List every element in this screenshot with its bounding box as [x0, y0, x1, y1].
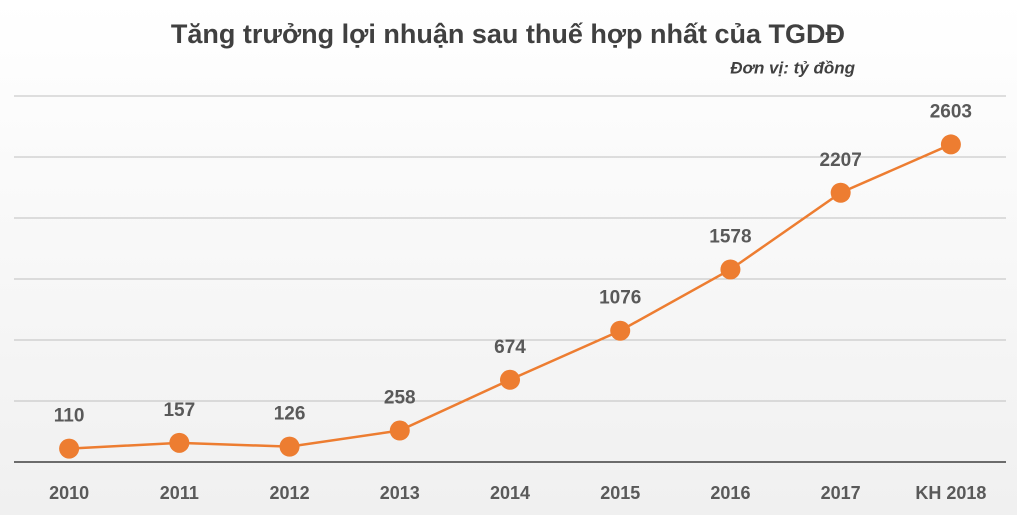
- point: [169, 432, 190, 453]
- x-tick-label: 2013: [380, 483, 420, 503]
- point: [59, 438, 80, 459]
- x-tick-label: 2010: [49, 483, 89, 503]
- x-tick-label: 2011: [160, 483, 199, 503]
- data-label: 2207: [820, 150, 862, 171]
- point: [610, 320, 631, 341]
- point: [389, 420, 410, 441]
- x-tick-label: 2012: [270, 483, 310, 503]
- data-label: 2603: [930, 101, 972, 122]
- x-tick-label: 2015: [600, 483, 640, 503]
- x-tick-label: 2014: [490, 483, 530, 503]
- point: [830, 182, 851, 203]
- data-label: 1076: [599, 288, 641, 309]
- data-label: 110: [54, 406, 85, 427]
- chart-title: Tăng trưởng lợi nhuận sau thuế hợp nhất …: [171, 19, 845, 49]
- x-tick-label: 2017: [821, 483, 861, 503]
- data-label: 258: [384, 388, 416, 409]
- chart-subtitle: Đơn vị: tỷ đồng: [730, 58, 855, 77]
- data-label: 126: [274, 404, 306, 425]
- plot-area: 2010 2011 2012 2013 2014 2015 2016 2017 KH 2018 1…: [14, 95, 1006, 503]
- point: [279, 436, 300, 457]
- point: [940, 134, 961, 155]
- data-label: 674: [494, 337, 526, 358]
- point: [720, 259, 741, 280]
- x-tick-label: KH 2018: [915, 483, 986, 503]
- x-tick-label: 2016: [710, 483, 750, 503]
- point: [500, 369, 520, 390]
- data-label: 1578: [709, 226, 751, 247]
- data-label: 157: [163, 400, 195, 421]
